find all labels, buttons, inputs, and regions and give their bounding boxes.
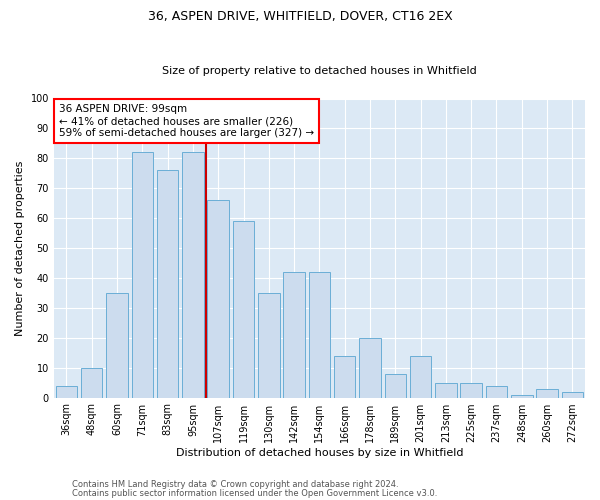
Bar	[283, 272, 305, 398]
Bar	[359, 338, 381, 398]
Y-axis label: Number of detached properties: Number of detached properties	[15, 160, 25, 336]
Bar	[131, 152, 153, 398]
Text: Contains public sector information licensed under the Open Government Licence v3: Contains public sector information licen…	[72, 488, 437, 498]
Bar	[334, 356, 355, 398]
X-axis label: Distribution of detached houses by size in Whitfield: Distribution of detached houses by size …	[176, 448, 463, 458]
Bar	[562, 392, 583, 398]
Bar	[308, 272, 330, 398]
Bar	[511, 394, 533, 398]
Bar	[460, 382, 482, 398]
Bar	[157, 170, 178, 398]
Bar	[410, 356, 431, 398]
Bar	[385, 374, 406, 398]
Text: 36, ASPEN DRIVE, WHITFIELD, DOVER, CT16 2EX: 36, ASPEN DRIVE, WHITFIELD, DOVER, CT16 …	[148, 10, 452, 23]
Bar	[81, 368, 103, 398]
Bar	[182, 152, 203, 398]
Bar	[486, 386, 507, 398]
Title: Size of property relative to detached houses in Whitfield: Size of property relative to detached ho…	[162, 66, 477, 76]
Bar	[208, 200, 229, 398]
Text: 36 ASPEN DRIVE: 99sqm
← 41% of detached houses are smaller (226)
59% of semi-det: 36 ASPEN DRIVE: 99sqm ← 41% of detached …	[59, 104, 314, 138]
Bar	[258, 293, 280, 398]
Bar	[106, 293, 128, 398]
Bar	[536, 388, 558, 398]
Bar	[56, 386, 77, 398]
Text: Contains HM Land Registry data © Crown copyright and database right 2024.: Contains HM Land Registry data © Crown c…	[72, 480, 398, 489]
Bar	[435, 382, 457, 398]
Bar	[233, 221, 254, 398]
